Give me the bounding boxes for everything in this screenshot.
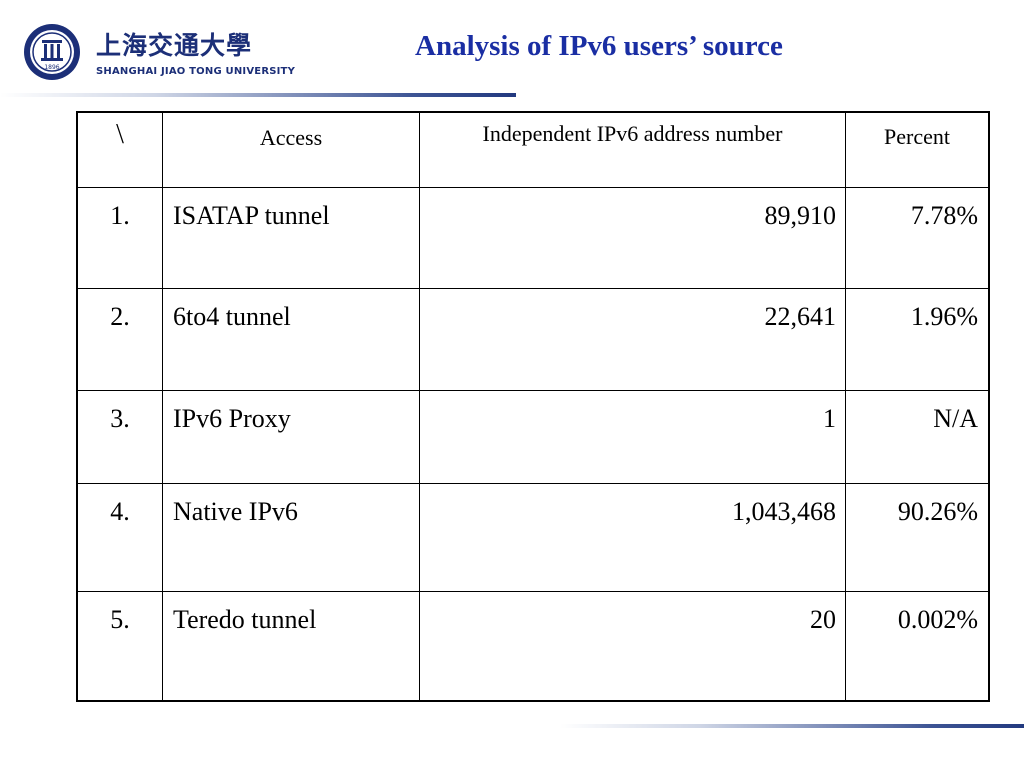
row-count: 1 [419, 390, 846, 484]
table-header-row: \ Access Independent IPv6 address number… [76, 111, 990, 188]
footer-divider [560, 724, 1024, 728]
seal-year: 1896 [44, 64, 59, 71]
row-index: 5. [76, 591, 163, 701]
university-seal-icon: 1896 [24, 24, 80, 80]
row-access: ISATAP tunnel [162, 187, 420, 289]
table-row: 3. IPv6 Proxy 1 N/A [76, 390, 990, 484]
slide-title: Analysis of IPv6 users’ source [415, 30, 783, 62]
row-count: 89,910 [419, 187, 846, 289]
header-percent: Percent [845, 111, 990, 188]
table-row: 2. 6to4 tunnel 22,641 1.96% [76, 288, 990, 391]
row-index: 2. [76, 288, 163, 391]
row-count: 22,641 [419, 288, 846, 391]
header-divider [0, 93, 516, 97]
row-index: 4. [76, 483, 163, 592]
logo-chinese-name: 上海交通大學 [96, 31, 253, 60]
row-count: 1,043,468 [419, 483, 846, 592]
table-row: 5. Teredo tunnel 20 0.002% [76, 591, 990, 701]
row-percent: N/A [845, 390, 990, 484]
header-index: \ [76, 111, 163, 188]
ipv6-source-table: \ Access Independent IPv6 address number… [76, 111, 990, 702]
logo-english-name: SHANGHAI JIAO TONG UNIVERSITY [96, 66, 296, 77]
table-row: 1. ISATAP tunnel 89,910 7.78% [76, 187, 990, 289]
row-count: 20 [419, 591, 846, 701]
university-logo: 1896 上海交通大學 SHANGHAI JIAO TONG UNIVERSIT… [22, 22, 295, 82]
row-percent: 0.002% [845, 591, 990, 701]
header-access: Access [162, 111, 420, 188]
row-percent: 90.26% [845, 483, 990, 592]
row-percent: 7.78% [845, 187, 990, 289]
row-access: IPv6 Proxy [162, 390, 420, 484]
row-access: Native IPv6 [162, 483, 420, 592]
table-row: 4. Native IPv6 1,043,468 90.26% [76, 483, 990, 592]
row-index: 3. [76, 390, 163, 484]
row-access: Teredo tunnel [162, 591, 420, 701]
row-percent: 1.96% [845, 288, 990, 391]
header-address-number: Independent IPv6 address number [419, 111, 846, 188]
row-index: 1. [76, 187, 163, 289]
row-access: 6to4 tunnel [162, 288, 420, 391]
